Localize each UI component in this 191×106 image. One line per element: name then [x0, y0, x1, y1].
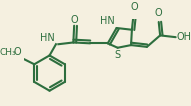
Text: O: O — [13, 47, 21, 57]
Text: HN: HN — [100, 16, 115, 26]
Text: O: O — [70, 15, 78, 25]
Text: S: S — [115, 50, 121, 60]
Text: O: O — [155, 8, 162, 18]
Text: HN: HN — [40, 33, 55, 43]
Text: OH: OH — [176, 32, 191, 42]
Text: O: O — [131, 2, 138, 12]
Text: CH₃: CH₃ — [0, 48, 16, 57]
